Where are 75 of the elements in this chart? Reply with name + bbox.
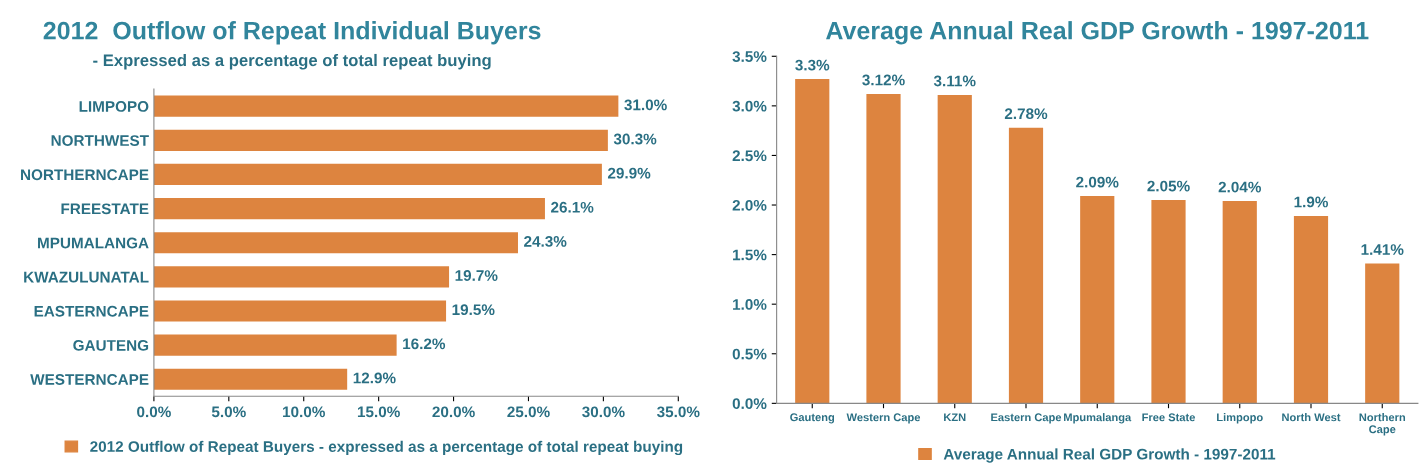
bar: [153, 163, 602, 186]
data-label: 2.09%: [1076, 176, 1119, 188]
x-tick-label: 10.0%: [283, 406, 325, 418]
bar: [1080, 196, 1115, 404]
bar: [1293, 215, 1329, 404]
bar: [153, 95, 619, 117]
bar: [1151, 200, 1186, 404]
bar: [1008, 127, 1044, 404]
y-tick-label: FREESTATE: [61, 203, 149, 215]
legend-label: 2012 Outflow of Repeat Buyers - expressed as a percentage of total repeat buying: [90, 440, 683, 456]
x-tick-label: Mpumalanga: [1064, 413, 1132, 424]
x-tick-label: 15.0%: [357, 406, 400, 418]
x-tick-label: 35.0%: [656, 406, 700, 418]
y-tick-label: NORTHERNCAPE: [21, 169, 149, 181]
x-tick-label: Limpopo: [1217, 413, 1263, 424]
x-tick-label: Gauteng: [790, 413, 835, 424]
data-label: 2.78%: [1004, 108, 1048, 120]
bar: [153, 266, 450, 288]
x-tick-label: 0.0%: [137, 406, 171, 418]
bar: [866, 93, 901, 404]
data-label: 30.3%: [613, 133, 657, 145]
y-tick-label: MPUMALANGA: [38, 237, 149, 249]
y-tick-label: EASTERNCAPE: [34, 305, 149, 317]
y-tick-label: 3.0%: [732, 100, 767, 112]
y-tick-label: 3.5%: [732, 51, 767, 62]
data-label: 2.04%: [1218, 181, 1262, 193]
chart-title: 2012 Outflow of Repeat Individual Buyers: [43, 21, 541, 45]
data-label: 19.5%: [452, 304, 495, 316]
data-label: 2.05%: [1147, 180, 1190, 192]
bar: [795, 79, 830, 404]
bar: [153, 300, 447, 322]
x-tick-label: Free State: [1142, 413, 1195, 422]
data-label: 1.41%: [1361, 244, 1404, 255]
data-label: 16.2%: [403, 338, 446, 350]
x-tick-label: Eastern Cape: [991, 413, 1062, 424]
data-label: 19.7%: [455, 270, 498, 281]
bar: [153, 334, 397, 356]
x-tick-label: 25.0%: [507, 406, 550, 418]
y-tick-label: 1.0%: [733, 299, 767, 310]
data-label: 26.1%: [551, 201, 594, 213]
bar: [153, 368, 348, 390]
y-tick-label: WESTERNCAPE: [30, 374, 149, 385]
data-label: 31.0%: [624, 99, 667, 111]
bar: [1222, 201, 1257, 404]
x-tick-label: Western Cape: [846, 413, 921, 424]
y-tick-label: 2.5%: [732, 150, 767, 162]
bar: [153, 197, 545, 220]
data-label: 12.9%: [353, 372, 396, 384]
y-tick-label: 1.5%: [733, 249, 767, 261]
x-tick-label: 5.0%: [211, 406, 246, 418]
y-tick-label: KWAZULUNATAL: [24, 271, 149, 283]
data-label: 1.9%: [1294, 196, 1329, 208]
y-tick-label: 0.5%: [732, 348, 767, 360]
y-tick-label: 2.0%: [732, 199, 767, 211]
x-tick-label: 20.0%: [432, 406, 475, 418]
data-label: 24.3%: [524, 235, 567, 247]
y-tick-label: 0.0%: [732, 398, 767, 410]
y-tick-label: GAUTENG: [73, 339, 149, 351]
y-tick-label: LIMPOPO: [79, 101, 149, 112]
x-tick-label: North West: [1282, 413, 1341, 422]
x-tick-label: KZN: [944, 413, 966, 422]
data-label: 3.12%: [862, 74, 905, 86]
x-tick-label: Northern Cape: [1359, 413, 1406, 436]
bar: [1365, 263, 1400, 404]
legend-label: Average Annual Real GDP Growth - 1997-2011: [943, 448, 1276, 463]
data-label: 29.9%: [607, 167, 651, 179]
data-label: 3.11%: [933, 75, 976, 87]
bar: [153, 232, 518, 254]
bar: [937, 94, 972, 404]
x-tick-label: 30.0%: [582, 406, 625, 418]
y-tick-label: NORTHWEST: [51, 135, 149, 146]
chart-subtitle: - Expressed as a percentage of total repeat buying: [93, 53, 491, 70]
data-label: 3.3%: [795, 59, 830, 71]
chart-title: Average Annual Real GDP Growth - 1997-2011: [826, 21, 1369, 45]
bar: [153, 129, 608, 151]
